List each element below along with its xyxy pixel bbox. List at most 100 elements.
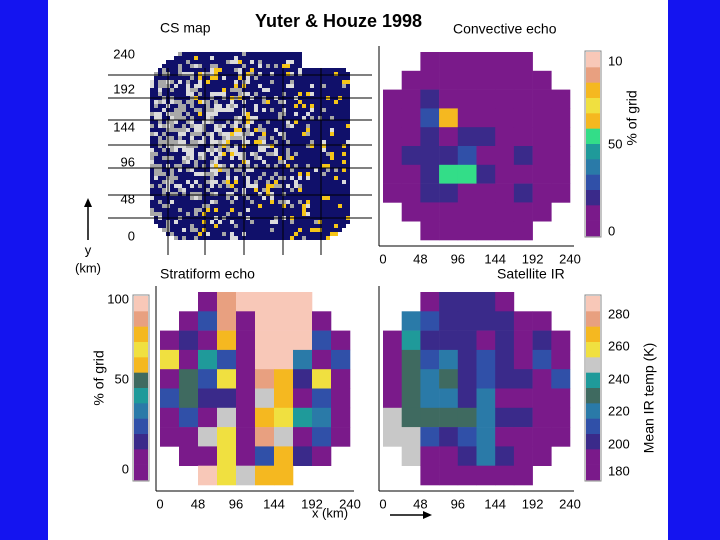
- map-pixel: [162, 204, 166, 208]
- map-pixel: [234, 180, 238, 184]
- map-pixel: [186, 140, 190, 144]
- map-pixel: [230, 56, 234, 60]
- map-pixel: [214, 132, 218, 136]
- map-pixel: [282, 180, 286, 184]
- map-pixel: [206, 120, 210, 124]
- map-pixel: [282, 128, 286, 132]
- colorbar-step: [134, 296, 148, 312]
- cell: [457, 89, 477, 109]
- map-pixel: [274, 176, 278, 180]
- cell: [457, 465, 477, 486]
- map-pixel: [346, 200, 350, 204]
- map-pixel: [278, 196, 282, 200]
- map-pixel: [270, 104, 274, 108]
- map-pixel: [178, 52, 182, 56]
- map-pixel: [206, 140, 210, 144]
- map-pixel: [318, 232, 322, 236]
- cell: [439, 108, 459, 128]
- map-pixel: [298, 204, 302, 208]
- map-pixel: [194, 148, 198, 152]
- cell: [255, 330, 275, 351]
- map-pixel: [282, 176, 286, 180]
- map-pixel: [246, 124, 250, 128]
- map-pixel: [286, 220, 290, 224]
- map-pixel: [222, 92, 226, 96]
- map-pixel: [294, 84, 298, 88]
- map-pixel: [250, 64, 254, 68]
- map-pixel: [190, 72, 194, 76]
- map-pixel: [254, 224, 258, 228]
- map-pixel: [306, 192, 310, 196]
- map-pixel: [210, 140, 214, 144]
- map-pixel: [154, 104, 158, 108]
- cell: [401, 202, 421, 222]
- cell: [513, 465, 533, 486]
- map-pixel: [186, 176, 190, 180]
- map-pixel: [214, 64, 218, 68]
- map-pixel: [202, 92, 206, 96]
- map-pixel: [194, 192, 198, 196]
- map-pixel: [274, 184, 278, 188]
- map-pixel: [254, 152, 258, 156]
- cell: [532, 202, 552, 222]
- map-pixel: [262, 120, 266, 124]
- colorbar-label: % of grid: [91, 350, 107, 405]
- map-pixel: [214, 152, 218, 156]
- map-pixel: [210, 124, 214, 128]
- cell: [274, 407, 294, 428]
- map-pixel: [278, 192, 282, 196]
- map-pixel: [246, 180, 250, 184]
- map-pixel: [246, 112, 250, 116]
- map-pixel: [170, 88, 174, 92]
- map-pixel: [298, 196, 302, 200]
- map-pixel: [278, 68, 282, 72]
- map-pixel: [222, 236, 226, 240]
- map-pixel: [206, 196, 210, 200]
- map-pixel: [274, 140, 278, 144]
- map-pixel: [202, 188, 206, 192]
- map-pixel: [326, 132, 330, 136]
- map-pixel: [202, 172, 206, 176]
- map-pixel: [234, 164, 238, 168]
- map-pixel: [150, 204, 154, 208]
- cell: [532, 146, 552, 166]
- map-pixel: [210, 180, 214, 184]
- cell: [255, 407, 275, 428]
- map-pixel: [234, 52, 238, 56]
- map-pixel: [258, 88, 262, 92]
- map-pixel: [246, 92, 250, 96]
- map-pixel: [326, 140, 330, 144]
- cell: [217, 427, 237, 447]
- map-pixel: [198, 72, 202, 76]
- map-pixel: [298, 228, 302, 232]
- cell: [160, 407, 180, 428]
- map-pixel: [258, 184, 262, 188]
- map-pixel: [214, 200, 218, 204]
- map-pixel: [282, 200, 286, 204]
- map-pixel: [282, 204, 286, 208]
- colorbar-frame: [584, 50, 602, 238]
- map-pixel: [274, 236, 278, 240]
- map-pixel: [186, 180, 190, 184]
- map-pixel: [234, 56, 238, 60]
- map-pixel: [286, 72, 290, 76]
- map-pixel: [222, 172, 226, 176]
- map-pixel: [330, 116, 334, 120]
- map-pixel: [150, 164, 154, 168]
- map-pixel: [246, 80, 250, 84]
- map-pixel: [342, 88, 346, 92]
- map-pixel: [162, 100, 166, 104]
- map-pixel: [346, 172, 350, 176]
- map-pixel: [298, 192, 302, 196]
- map-pixel: [270, 224, 274, 228]
- y-tick-label: 96: [121, 154, 135, 169]
- map-pixel: [182, 56, 186, 60]
- map-pixel: [218, 148, 222, 152]
- map-pixel: [198, 116, 202, 120]
- map-pixel: [218, 236, 222, 240]
- map-pixel: [338, 132, 342, 136]
- map-pixel: [290, 124, 294, 128]
- map-pixel: [298, 84, 302, 88]
- map-pixel: [278, 212, 282, 216]
- map-pixel: [186, 68, 190, 72]
